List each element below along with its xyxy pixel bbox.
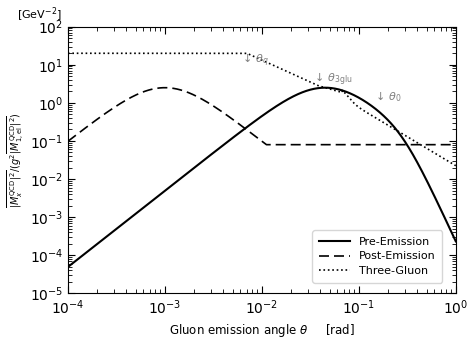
Three-Gluon xyxy=(347,96,353,100)
Post-Emission xyxy=(231,118,237,122)
Line: Post-Emission: Post-Emission xyxy=(68,88,456,145)
Post-Emission xyxy=(441,142,447,147)
Text: $[\mathrm{GeV}^{-2}]$: $[\mathrm{GeV}^{-2}]$ xyxy=(18,6,62,24)
Post-Emission xyxy=(65,139,71,144)
Pre-Emission xyxy=(249,121,255,125)
Pre-Emission xyxy=(322,86,328,90)
Three-Gluon xyxy=(249,53,255,58)
Text: $\downarrow\,\theta_0$: $\downarrow\,\theta_0$ xyxy=(373,89,401,104)
Y-axis label: $\overline{|M_x^{\mathrm{QCD}}|^2} / (g^2 \overline{|M_{1,\mathrm{el}}^{\mathrm{: $\overline{|M_x^{\mathrm{QCD}}|^2} / (g^… xyxy=(6,112,27,208)
X-axis label: Gluon emission angle $\theta$     [rad]: Gluon emission angle $\theta$ [rad] xyxy=(169,323,355,339)
Pre-Emission xyxy=(231,135,237,139)
Post-Emission xyxy=(228,116,234,120)
Pre-Emission xyxy=(422,175,428,179)
Pre-Emission xyxy=(228,137,234,141)
Post-Emission xyxy=(162,86,168,90)
Text: $\downarrow\,\theta_{3\mathrm{glu}}$: $\downarrow\,\theta_{3\mathrm{glu}}$ xyxy=(312,71,353,88)
Legend: Pre-Emission, Post-Emission, Three-Gluon: Pre-Emission, Post-Emission, Three-Gluon xyxy=(312,230,443,283)
Text: $\downarrow\,\theta_q$: $\downarrow\,\theta_q$ xyxy=(240,52,269,69)
Pre-Emission xyxy=(441,214,447,218)
Post-Emission xyxy=(422,142,428,147)
Pre-Emission xyxy=(347,91,353,95)
Three-Gluon xyxy=(65,51,71,55)
Three-Gluon xyxy=(231,51,237,55)
Pre-Emission xyxy=(65,265,71,269)
Three-Gluon xyxy=(228,51,234,55)
Three-Gluon xyxy=(453,164,459,168)
Post-Emission xyxy=(453,142,459,147)
Three-Gluon xyxy=(422,145,428,149)
Post-Emission xyxy=(264,142,269,147)
Post-Emission xyxy=(347,142,353,147)
Line: Pre-Emission: Pre-Emission xyxy=(68,88,456,267)
Three-Gluon xyxy=(441,157,447,161)
Line: Three-Gluon: Three-Gluon xyxy=(68,53,456,166)
Post-Emission xyxy=(249,132,255,136)
Pre-Emission xyxy=(453,239,459,244)
